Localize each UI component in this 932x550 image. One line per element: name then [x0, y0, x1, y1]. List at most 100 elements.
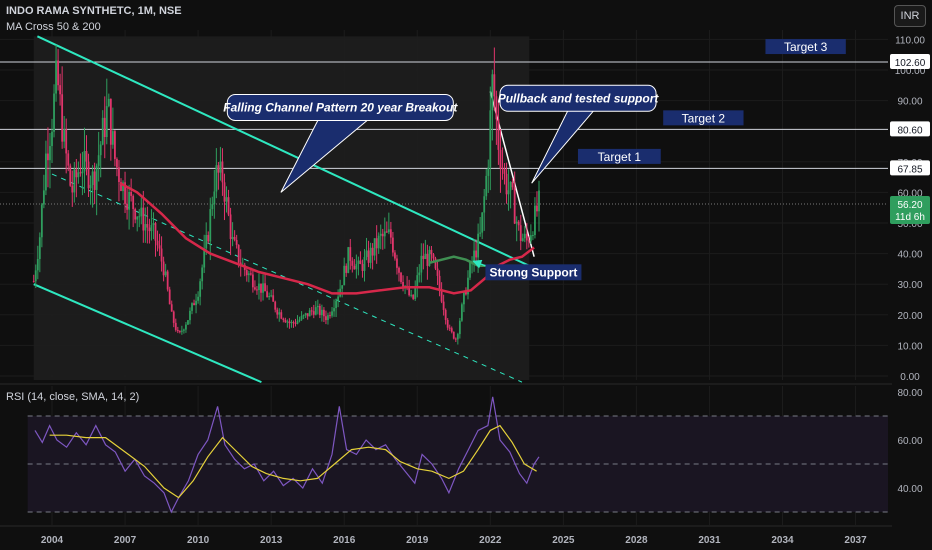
candle-body	[258, 283, 260, 291]
candle-body	[176, 329, 179, 332]
candle-body	[515, 221, 518, 224]
target-box	[663, 110, 744, 126]
candle-body	[517, 221, 520, 226]
candle-body	[229, 214, 232, 239]
candle-body	[270, 295, 273, 297]
candle-body	[268, 296, 271, 298]
candle-body	[477, 233, 480, 258]
candle-body	[440, 289, 443, 302]
candle-body	[162, 261, 165, 276]
candle-body	[69, 165, 72, 186]
candle-body	[341, 285, 344, 289]
candle-body	[479, 232, 482, 234]
candle-body	[249, 273, 252, 275]
candle-body	[103, 117, 106, 138]
axes: 0.0010.0020.0030.0040.0050.0060.0070.009…	[41, 30, 932, 546]
level-tag-label: 67.85	[897, 164, 922, 175]
candle-body	[95, 165, 98, 190]
candle-body	[134, 208, 137, 220]
x-tick-label: 2007	[114, 535, 137, 546]
level-tag	[890, 121, 930, 137]
candle-body	[89, 184, 92, 189]
candle-body	[73, 169, 76, 193]
candle-body	[205, 235, 208, 249]
candle-body	[302, 315, 305, 317]
candle-body	[174, 322, 177, 330]
candles	[32, 44, 540, 345]
candle-body	[219, 161, 222, 173]
candle-body	[460, 304, 463, 321]
rsi-band	[27, 416, 888, 512]
candle-body	[357, 260, 360, 264]
candle-body	[456, 334, 459, 340]
candle-body	[45, 153, 47, 191]
candle-body	[402, 281, 404, 288]
candle-body	[444, 309, 447, 320]
candle-body	[144, 224, 147, 231]
candle-body	[527, 240, 530, 242]
candle-body	[201, 267, 204, 282]
price-tick-label: 30.00	[897, 280, 922, 291]
candle-body	[473, 250, 475, 262]
candle-body	[256, 289, 258, 291]
candle-body	[509, 181, 512, 191]
candle-body	[111, 131, 114, 145]
candle-body	[227, 197, 230, 215]
channel-upper	[36, 35, 530, 267]
x-tick-label: 2031	[698, 535, 721, 546]
rsi-ma-line	[49, 424, 537, 499]
candle-body	[160, 248, 163, 262]
candle-body	[383, 231, 386, 237]
candle-body	[138, 216, 141, 218]
candle-body	[42, 190, 45, 205]
candle-body	[353, 265, 356, 270]
candle-body	[266, 291, 268, 298]
candle-body	[450, 328, 453, 332]
candle-body	[316, 305, 319, 308]
candle-body	[71, 185, 74, 193]
callout-box	[499, 84, 657, 112]
candle-body	[394, 252, 396, 259]
rsi-label[interactable]: RSI (14, close, SMA, 14, 2)	[6, 391, 140, 403]
price-tick-label: 60.00	[897, 188, 922, 199]
candle-body	[105, 106, 108, 138]
candle-body	[132, 195, 135, 209]
currency-button[interactable]: INR	[894, 5, 926, 27]
candle-body	[142, 207, 145, 231]
candle-body	[314, 307, 317, 315]
candle-body	[237, 244, 240, 263]
price-level-lines: Target 3 Target 2 Target 1	[0, 39, 888, 205]
candle-body	[337, 296, 340, 301]
candle-body	[79, 172, 82, 174]
candle-body	[507, 190, 510, 195]
candle-body	[463, 291, 465, 305]
candle-body	[536, 205, 538, 212]
price-axis-bg	[892, 30, 932, 530]
candle-body	[170, 304, 173, 312]
candle-body	[53, 93, 55, 132]
candle-body	[318, 305, 321, 316]
candle-body	[233, 236, 236, 240]
candle-body	[40, 204, 43, 238]
candle-body	[335, 300, 337, 309]
candle-body	[371, 247, 374, 256]
candle-body	[81, 171, 84, 174]
candle-body	[264, 283, 266, 292]
indicator-label[interactable]: MA Cross 50 & 200	[6, 21, 101, 33]
candle-body	[77, 172, 80, 178]
candle-body	[304, 313, 307, 316]
candle-body	[168, 289, 171, 305]
x-tick-label: 2034	[771, 535, 794, 546]
candle-body	[114, 131, 116, 159]
candle-body	[465, 291, 467, 295]
candle-body	[209, 209, 212, 242]
annotation-pullback: Pullback and tested support	[498, 91, 660, 105]
candle-body	[130, 192, 133, 196]
candle-body	[59, 85, 62, 95]
candle-body	[363, 257, 366, 271]
candle-body	[280, 312, 283, 319]
rsi-tick-label: 60.00	[897, 436, 922, 447]
support-box	[485, 264, 582, 281]
candle-body	[83, 151, 86, 172]
